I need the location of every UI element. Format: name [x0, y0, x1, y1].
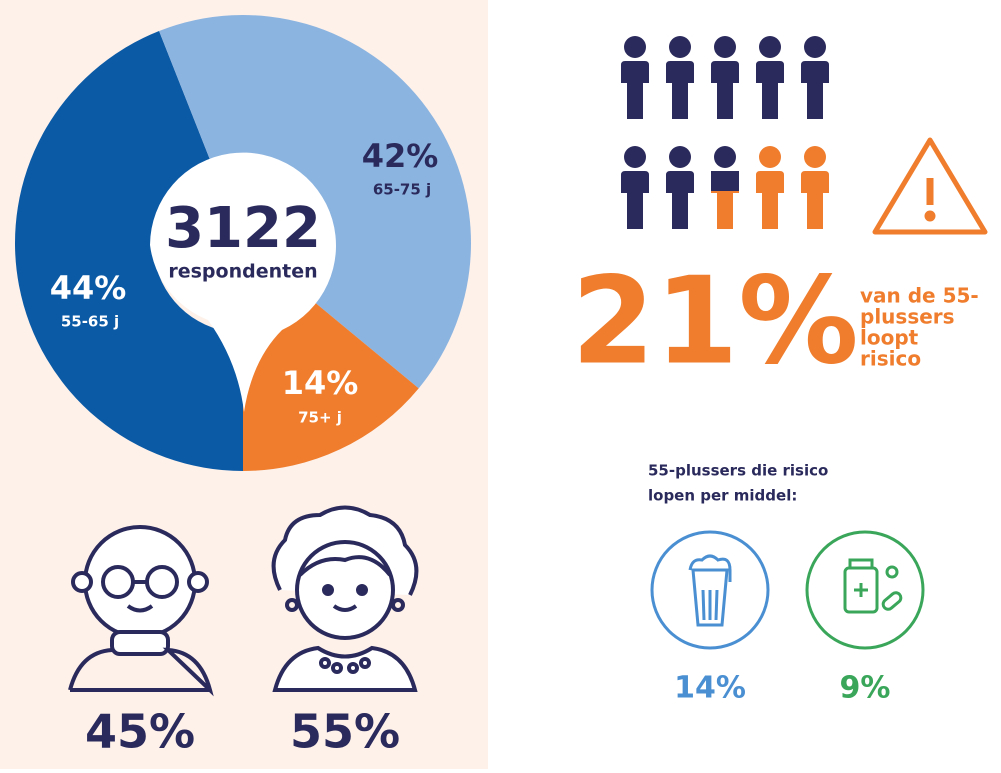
person-head [669, 146, 691, 168]
person-icon [711, 36, 739, 119]
people-icons [621, 36, 829, 229]
person-body [621, 171, 649, 229]
person-icon [666, 36, 694, 119]
substances-title: lopen per middel: [648, 487, 797, 505]
person-body [666, 171, 694, 229]
person-body [756, 61, 784, 119]
male-share: 45% [85, 705, 195, 759]
person-body [801, 171, 829, 229]
segment-value: 14% [282, 364, 359, 402]
person-icon [801, 146, 829, 229]
segment-value: 44% [50, 269, 127, 307]
person-body [711, 61, 739, 119]
medication-icon [807, 532, 923, 648]
segment-label: 75+ j [298, 409, 342, 427]
person-icon [756, 146, 784, 229]
person-icon [621, 36, 649, 119]
segment-value: 42% [362, 137, 439, 175]
alcohol-icon [652, 532, 768, 648]
person-body [801, 61, 829, 119]
risk-text: risico [860, 347, 921, 371]
medication-share: 9% [840, 671, 891, 706]
segment-label: 65-75 j [373, 181, 431, 199]
risk-value: 21% [571, 253, 858, 392]
warning-icon [875, 140, 985, 232]
person-head [624, 146, 646, 168]
alcohol-share: 14% [674, 671, 746, 706]
person-head [714, 36, 736, 58]
person-head [804, 36, 826, 58]
female-icon [274, 508, 417, 691]
person-head [669, 36, 691, 58]
person-body [621, 61, 649, 119]
segment-label: 55-65 j [61, 313, 119, 331]
person-head [759, 146, 781, 168]
person-icon [621, 146, 649, 229]
infographic: 44% 55-65 j 42% 65-75 j 14% 75+ j 3122 respon… [0, 0, 1001, 769]
person-head [624, 36, 646, 58]
respondent-label: respondenten [168, 261, 317, 283]
person-body [756, 171, 784, 229]
person-head [759, 36, 781, 58]
female-share: 55% [290, 705, 400, 759]
person-icon [711, 146, 739, 229]
person-icon [666, 146, 694, 229]
person-half [711, 171, 739, 191]
person-icon [756, 36, 784, 119]
substances-title: 55-plussers die risico [648, 462, 828, 480]
person-head [804, 146, 826, 168]
person-icon [801, 36, 829, 119]
person-head [714, 146, 736, 168]
respondent-count: 3122 [165, 196, 321, 261]
person-body [666, 61, 694, 119]
